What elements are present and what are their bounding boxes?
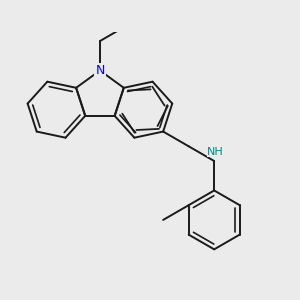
Text: NH: NH	[207, 147, 224, 157]
Text: N: N	[95, 64, 105, 77]
